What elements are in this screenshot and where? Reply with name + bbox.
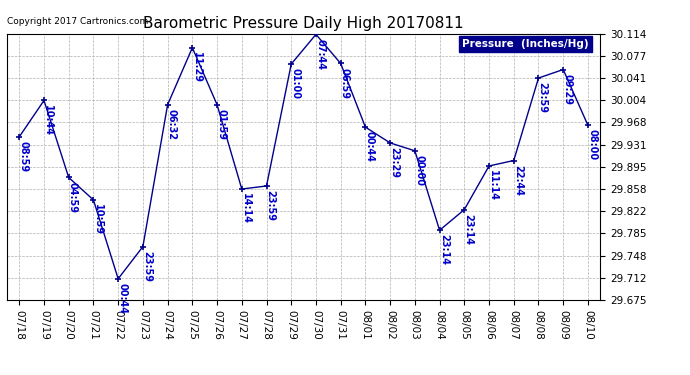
Point xyxy=(509,158,520,164)
Text: 14:14: 14:14 xyxy=(241,193,251,224)
Point xyxy=(360,124,371,130)
Point xyxy=(261,183,272,189)
Text: 11:14: 11:14 xyxy=(489,170,498,201)
Point xyxy=(310,32,322,38)
Text: 04:59: 04:59 xyxy=(68,182,78,213)
Point xyxy=(137,244,148,250)
Text: 06:59: 06:59 xyxy=(340,68,350,99)
Text: Pressure  (Inches/Hg): Pressure (Inches/Hg) xyxy=(462,39,589,49)
Point xyxy=(187,45,198,51)
Text: 23:59: 23:59 xyxy=(266,190,276,221)
Point xyxy=(112,276,124,282)
Point xyxy=(459,207,470,213)
Point xyxy=(434,227,445,233)
Text: 11:29: 11:29 xyxy=(192,52,201,83)
Text: 00:00: 00:00 xyxy=(414,155,424,186)
Text: 01:00: 01:00 xyxy=(290,68,300,99)
Text: 23:14: 23:14 xyxy=(439,234,449,266)
Text: 23:14: 23:14 xyxy=(464,214,473,245)
Point xyxy=(236,186,247,192)
Text: Copyright 2017 Cartronics.com: Copyright 2017 Cartronics.com xyxy=(7,17,148,26)
Point xyxy=(286,61,297,67)
Text: 23:29: 23:29 xyxy=(389,147,400,178)
Text: 10:44: 10:44 xyxy=(43,105,53,136)
Text: 08:59: 08:59 xyxy=(19,141,28,172)
Point xyxy=(409,148,420,154)
Point xyxy=(484,163,495,169)
Point xyxy=(558,66,569,72)
Title: Barometric Pressure Daily High 20170811: Barometric Pressure Daily High 20170811 xyxy=(144,16,464,31)
Text: 08:00: 08:00 xyxy=(587,129,597,160)
Text: 09:29: 09:29 xyxy=(562,74,573,105)
Point xyxy=(384,140,395,146)
Point xyxy=(162,102,173,108)
Point xyxy=(88,197,99,203)
Text: 00:44: 00:44 xyxy=(364,131,375,162)
Text: 01:59: 01:59 xyxy=(216,109,226,140)
Text: 23:59: 23:59 xyxy=(142,251,152,282)
Text: 23:59: 23:59 xyxy=(538,82,548,113)
Point xyxy=(14,134,25,140)
Text: 10:59: 10:59 xyxy=(92,204,103,235)
Point xyxy=(582,122,593,128)
Text: 00:44: 00:44 xyxy=(117,283,128,314)
Text: 07:44: 07:44 xyxy=(315,39,325,69)
Point xyxy=(39,98,50,104)
Point xyxy=(533,75,544,81)
Point xyxy=(63,174,75,180)
Text: 06:32: 06:32 xyxy=(167,109,177,140)
Point xyxy=(212,102,223,108)
Text: 22:44: 22:44 xyxy=(513,165,523,196)
Point xyxy=(335,60,346,66)
